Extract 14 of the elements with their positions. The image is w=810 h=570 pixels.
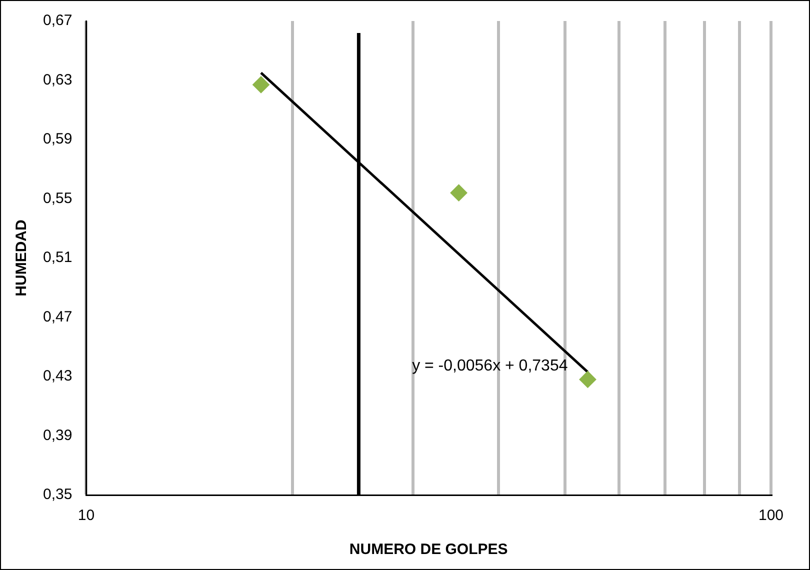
x-tick-label: 100 bbox=[758, 507, 784, 524]
y-tick-label: 0,59 bbox=[42, 130, 72, 148]
y-tick-label: 0,39 bbox=[42, 426, 72, 444]
x-tick-label: 10 bbox=[78, 507, 95, 524]
y-tick-label: 0,67 bbox=[42, 12, 72, 30]
y-tick-label: 0,35 bbox=[42, 486, 72, 504]
annotation: y = -0,0056x + 0,7354 bbox=[412, 357, 568, 374]
y-axis-title: HUMEDAD bbox=[13, 220, 30, 296]
y-tick-label: 0,55 bbox=[42, 190, 72, 207]
y-tick-label: 0,63 bbox=[42, 71, 72, 88]
y-tick-label: 0,51 bbox=[42, 249, 72, 266]
x-axis-title: NUMERO DE GOLPES bbox=[349, 541, 508, 558]
y-tick-label: 0,47 bbox=[42, 308, 72, 326]
y-tick-label: 0,43 bbox=[42, 368, 72, 385]
